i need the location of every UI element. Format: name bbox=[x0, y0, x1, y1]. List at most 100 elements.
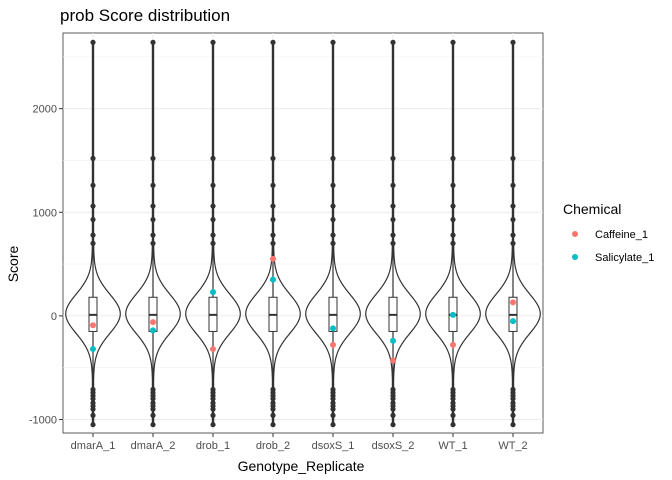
outlier-point bbox=[270, 232, 276, 238]
outlier-point bbox=[270, 182, 276, 188]
outlier-point bbox=[510, 422, 516, 428]
outlier-point bbox=[90, 182, 96, 188]
chart-title: prob Score distribution bbox=[60, 6, 230, 25]
point-Caffeine_1-dsoxS_1 bbox=[330, 341, 336, 348]
x-tick-label-WT_2: WT_2 bbox=[498, 440, 527, 452]
outlier-point bbox=[390, 412, 396, 418]
outlier-point bbox=[390, 422, 396, 428]
outlier-point bbox=[270, 216, 276, 223]
outlier-point bbox=[90, 39, 96, 45]
point-Salicylate_1-drob_1 bbox=[210, 289, 216, 296]
outlier-point bbox=[330, 39, 336, 45]
legend-key-Caffeine_1 bbox=[572, 231, 578, 237]
outlier-point bbox=[450, 232, 456, 238]
outlier-point bbox=[390, 182, 396, 188]
outlier-point bbox=[330, 216, 336, 223]
outlier-point bbox=[390, 203, 396, 209]
outlier-point bbox=[210, 232, 216, 238]
y-tick-label: 2000 bbox=[33, 104, 57, 116]
outlier-point bbox=[150, 422, 156, 428]
outlier-point bbox=[330, 203, 336, 209]
outlier-point bbox=[510, 232, 516, 238]
outlier-point bbox=[90, 155, 96, 161]
outlier-point bbox=[390, 386, 396, 393]
point-Caffeine_1-dsoxS_2 bbox=[390, 357, 396, 364]
outlier-point bbox=[150, 232, 156, 238]
legend: Chemical Caffeine_1 Salicylate_1 bbox=[563, 201, 654, 264]
outlier-point bbox=[90, 216, 96, 223]
outlier-points bbox=[90, 39, 516, 428]
legend-label-Caffeine_1: Caffeine_1 bbox=[595, 229, 648, 241]
outlier-point bbox=[150, 400, 156, 406]
y-tick-label: 0 bbox=[51, 311, 57, 323]
x-tick-label-drob_1: drob_1 bbox=[196, 440, 230, 452]
x-tick-label-dsoxS_2: dsoxS_2 bbox=[372, 440, 415, 452]
outlier-point bbox=[330, 182, 336, 188]
outlier-point bbox=[210, 39, 216, 45]
outlier-point bbox=[390, 216, 396, 223]
outlier-point bbox=[210, 216, 216, 223]
outlier-point bbox=[90, 400, 96, 406]
outlier-point bbox=[270, 422, 276, 428]
outlier-point bbox=[510, 216, 516, 223]
x-axis-title: Genotype_Replicate bbox=[238, 458, 365, 474]
outlier-point bbox=[270, 386, 276, 393]
outlier-point bbox=[270, 39, 276, 45]
legend-label-Salicylate_1: Salicylate_1 bbox=[595, 252, 654, 264]
outlier-point bbox=[150, 240, 156, 246]
outlier-point bbox=[330, 232, 336, 238]
outlier-point bbox=[390, 39, 396, 45]
outlier-point bbox=[150, 182, 156, 188]
outlier-point bbox=[450, 39, 456, 45]
outlier-point bbox=[90, 422, 96, 428]
outlier-point bbox=[90, 240, 96, 246]
axes: -1000 0 1000 2000 dmarA_1 dmarA_2 drob_1 drob_2… bbox=[29, 104, 528, 452]
outlier-point bbox=[210, 155, 216, 161]
outlier-point bbox=[390, 155, 396, 161]
outlier-point bbox=[330, 386, 336, 393]
outlier-point bbox=[270, 203, 276, 209]
outlier-point bbox=[90, 412, 96, 418]
outlier-point bbox=[510, 203, 516, 209]
outlier-point bbox=[270, 400, 276, 406]
chemical-points bbox=[90, 255, 516, 364]
outlier-point bbox=[450, 386, 456, 393]
outlier-point bbox=[390, 232, 396, 238]
legend-key-Salicylate_1 bbox=[572, 254, 578, 260]
point-Salicylate_1-WT_1 bbox=[450, 311, 456, 318]
outlier-point bbox=[450, 412, 456, 418]
plot-panel bbox=[62, 32, 544, 434]
outlier-point bbox=[150, 386, 156, 393]
x-tick-label-drob_2: drob_2 bbox=[256, 440, 290, 452]
outlier-point bbox=[510, 39, 516, 45]
outlier-point bbox=[90, 386, 96, 393]
x-tick-label-WT_1: WT_1 bbox=[438, 440, 467, 452]
x-tick-label-dmarA_1: dmarA_1 bbox=[71, 440, 116, 452]
point-Caffeine_1-drob_1 bbox=[210, 346, 216, 353]
outlier-point bbox=[210, 240, 216, 246]
outlier-point bbox=[330, 240, 336, 246]
outlier-point bbox=[510, 386, 516, 393]
outlier-point bbox=[210, 422, 216, 428]
outlier-point bbox=[270, 240, 276, 246]
y-axis-title: Score bbox=[5, 246, 21, 283]
outlier-point bbox=[450, 240, 456, 246]
outlier-point bbox=[510, 182, 516, 188]
outlier-point bbox=[210, 386, 216, 393]
y-tick-label: 1000 bbox=[33, 207, 57, 219]
outlier-point bbox=[450, 203, 456, 209]
outlier-point bbox=[450, 216, 456, 223]
outlier-point bbox=[210, 182, 216, 188]
outlier-point bbox=[210, 400, 216, 406]
outlier-point bbox=[150, 155, 156, 161]
outlier-point bbox=[510, 240, 516, 246]
outlier-point bbox=[330, 412, 336, 418]
point-Salicylate_1-WT_2 bbox=[510, 318, 516, 325]
outlier-point bbox=[270, 155, 276, 161]
outlier-point bbox=[150, 203, 156, 209]
outlier-point bbox=[330, 155, 336, 161]
outlier-point bbox=[450, 155, 456, 161]
outlier-point bbox=[390, 240, 396, 246]
point-Salicylate_1-dsoxS_2 bbox=[390, 337, 396, 344]
